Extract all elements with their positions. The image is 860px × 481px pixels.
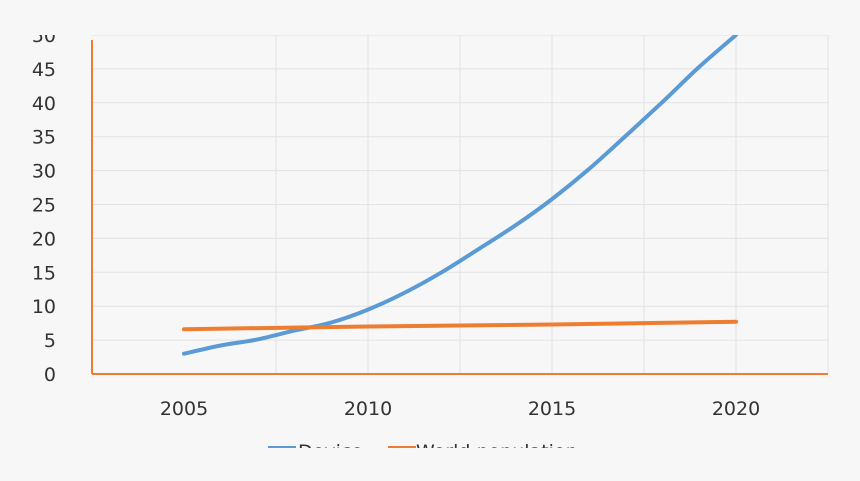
bottom-crop-mask: [0, 448, 860, 481]
series-line-device: [182, 33, 738, 356]
x-tick-label: 2015: [528, 398, 576, 420]
y-tick-label: 30: [32, 161, 56, 183]
y-tick-label: 45: [32, 59, 56, 81]
y-tick-label: 15: [32, 262, 56, 284]
y-tick-label: 5: [44, 330, 56, 352]
top-crop-mask: [0, 0, 860, 35]
x-tick-label: 2010: [344, 398, 392, 420]
y-tick-label: 10: [32, 296, 56, 318]
x-tick-label: 2020: [712, 398, 760, 420]
series-lines: [182, 33, 738, 356]
grid-lines: [92, 34, 829, 374]
y-tick-label: 20: [32, 228, 56, 250]
axes: [91, 40, 828, 375]
y-tick-label: 25: [32, 195, 56, 217]
series-line-world-population: [182, 319, 738, 332]
y-tick-label: 35: [32, 127, 56, 149]
x-tick-label: 2005: [160, 398, 208, 420]
y-tick-label: 0: [44, 364, 56, 386]
y-tick-label: 40: [32, 93, 56, 115]
